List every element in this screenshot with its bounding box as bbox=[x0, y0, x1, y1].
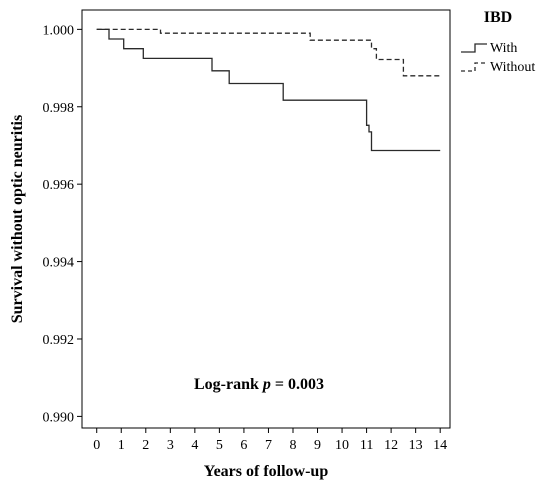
x-tick-label: 8 bbox=[289, 438, 296, 453]
x-tick-label: 0 bbox=[93, 438, 100, 453]
x-axis-label: Years of follow-up bbox=[204, 463, 329, 480]
annotation-suffix: = 0.003 bbox=[271, 376, 324, 393]
x-tick-label: 5 bbox=[216, 438, 223, 453]
legend-swatch-without bbox=[461, 62, 487, 72]
x-tick-label: 2 bbox=[142, 438, 149, 453]
series-line-without bbox=[96, 28, 441, 77]
x-tick-label: 10 bbox=[335, 438, 349, 453]
x-tick-label: 12 bbox=[384, 438, 398, 453]
axis-ticks bbox=[77, 28, 441, 433]
axis-tick-labels: 0 1 2 3 4 5 6 7 8 9 10 11 12 13 140.9900.9920.9940.996… bbox=[43, 23, 448, 453]
legend: IBD With Without bbox=[461, 9, 535, 75]
x-tick-label: 9 bbox=[314, 438, 321, 453]
legend-label-with: With bbox=[490, 41, 517, 56]
x-tick-label: 3 bbox=[167, 438, 174, 453]
x-tick-label: 7 bbox=[265, 438, 272, 453]
x-tick-label: 4 bbox=[191, 438, 198, 453]
legend-label-without: Without bbox=[490, 60, 535, 75]
y-tick-label: 0.996 bbox=[43, 178, 75, 193]
x-tick-label: 6 bbox=[240, 438, 247, 453]
series-layer bbox=[96, 28, 441, 152]
x-tick-label: 1 bbox=[118, 438, 125, 453]
y-tick-label: 0.998 bbox=[43, 101, 75, 116]
plot-frame bbox=[81, 9, 451, 429]
y-tick-label: 1.000 bbox=[43, 23, 75, 38]
logrank-annotation: Log-rank p = 0.003 bbox=[194, 376, 324, 393]
x-tick-label: 13 bbox=[409, 438, 423, 453]
y-tick-label: 0.994 bbox=[43, 256, 75, 271]
x-tick-label: 14 bbox=[433, 438, 447, 453]
annotation-p: p bbox=[261, 376, 271, 393]
y-tick-label: 0.990 bbox=[43, 410, 75, 425]
plot-border bbox=[81, 9, 451, 429]
y-tick-label: 0.992 bbox=[43, 333, 75, 348]
series-line-with bbox=[96, 28, 441, 152]
legend-swatch-with bbox=[461, 43, 487, 53]
y-axis-label: Survival without optic neuritis bbox=[9, 115, 26, 323]
x-tick-label: 11 bbox=[360, 438, 373, 453]
annotation-prefix: Log-rank bbox=[194, 376, 263, 393]
legend-title: IBD bbox=[484, 9, 512, 26]
